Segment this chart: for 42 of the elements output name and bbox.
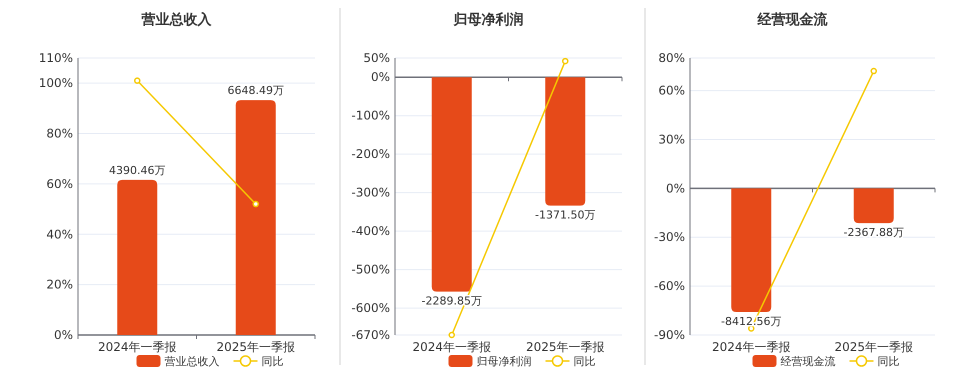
x-tick-label: 2024年一季报 xyxy=(412,340,492,354)
legend-label: 同比 xyxy=(262,355,284,368)
y-tick-label: 30% xyxy=(658,132,685,146)
x-tick-label: 2024年一季报 xyxy=(98,340,177,354)
y-tick-label: -90% xyxy=(654,328,685,342)
y-tick-label: -60% xyxy=(654,279,685,294)
y-tick-label: 100% xyxy=(38,76,73,90)
data-label: -2367.88万 xyxy=(844,226,904,240)
y-tick-label: 40% xyxy=(46,227,73,242)
y-tick-label: -200% xyxy=(351,147,390,162)
y-tick-label: 60% xyxy=(658,84,685,98)
y-tick-label: 60% xyxy=(46,176,73,191)
chart-title: 经营现金流 xyxy=(756,11,828,28)
y-tick-label: -300% xyxy=(351,186,390,200)
y-tick-label: -100% xyxy=(351,108,390,123)
y-tick-label: 0% xyxy=(370,70,390,84)
legend-label: 同比 xyxy=(878,355,900,368)
y-tick-label: -500% xyxy=(351,262,390,277)
legend-label: 营业总收入 xyxy=(164,355,220,368)
y-tick-label: 80% xyxy=(46,126,73,141)
data-label: 6648.49万 xyxy=(228,84,284,98)
legend-label: 经营现金流 xyxy=(780,355,836,368)
legend-label: 归母净利润 xyxy=(476,355,532,368)
y-tick-label: -600% xyxy=(351,301,390,316)
y-tick-label: 110% xyxy=(38,51,73,65)
x-tick-label: 2024年一季报 xyxy=(712,340,791,354)
x-tick-label: 2025年一季报 xyxy=(526,340,605,354)
data-label: -1371.50万 xyxy=(535,208,596,222)
y-tick-label: -670% xyxy=(351,328,390,342)
y-tick-label: 20% xyxy=(46,278,73,292)
y-tick-label: -400% xyxy=(351,224,390,238)
y-tick-label: 50% xyxy=(363,51,390,65)
x-tick-label: 2025年一季报 xyxy=(216,340,296,354)
y-tick-label: 80% xyxy=(658,51,685,65)
y-tick-label: 0% xyxy=(54,328,73,342)
chart-title: 归母净利润 xyxy=(452,11,524,28)
data-label: 4390.46万 xyxy=(109,164,166,177)
y-tick-label: 0% xyxy=(666,181,685,196)
y-tick-label: -30% xyxy=(654,230,685,244)
chart-title: 营业总收入 xyxy=(140,12,212,28)
legend-label: 同比 xyxy=(574,355,596,368)
x-tick-label: 2025年一季报 xyxy=(834,340,914,354)
